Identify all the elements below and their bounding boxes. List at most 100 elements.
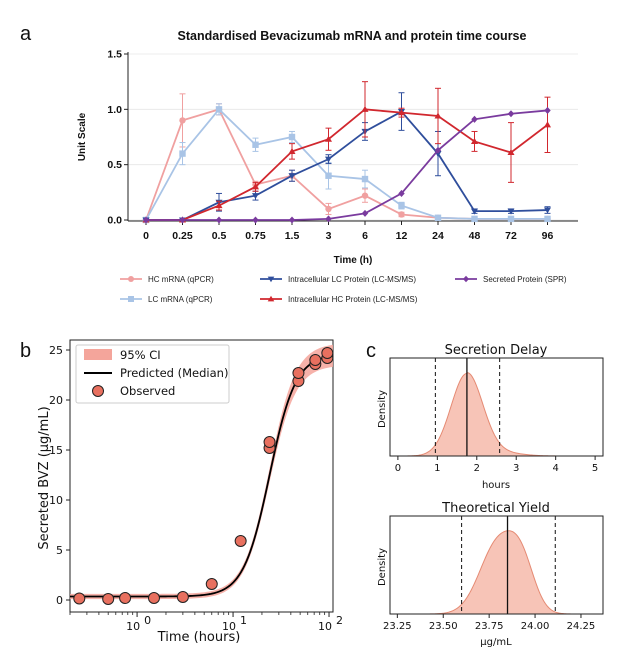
panel-a-legend-entry: Intracellular LC Protein (LC-MS/MS) [260, 275, 416, 284]
panel-a-legend-entry: Secreted Protein (SPR) [455, 275, 567, 284]
panel-c1-xtick-label: 1 [434, 463, 440, 474]
panel-a-series-2 [142, 92, 552, 224]
panel-a-series-line [146, 109, 548, 221]
panel-a-data-point [288, 147, 296, 154]
panel-b-frame [69, 339, 334, 613]
panel-b-observed-point [292, 367, 305, 379]
panel-c2-xtick-label: 24.00 [521, 621, 550, 632]
panel-b-median-line [70, 354, 334, 598]
panel-label-b: b [20, 340, 31, 362]
panel-a-xtick-label: 3 [326, 230, 332, 242]
panel-a-legend-label: LC mRNA (qPCR) [148, 295, 213, 304]
panel-c2-xtick-label: 23.75 [475, 621, 504, 632]
panel-a-data-point [434, 112, 442, 119]
panel-a-title: Standardised Bevacizumab mRNA and protei… [178, 29, 527, 43]
panel-a-xtick-label: 96 [542, 230, 554, 242]
panel-a-data-point [288, 133, 296, 141]
panel-a-data-point [507, 208, 515, 215]
panel-a-legend-marker [128, 296, 134, 302]
panel-a-data-point [324, 156, 333, 163]
panel-a-data-point [215, 216, 223, 224]
panel-b-xtick-exponent: 2 [336, 614, 343, 627]
panel-a-legend-label: Intracellular LC Protein (LC-MS/MS) [288, 275, 416, 284]
panel-b-ytick-label: 25 [49, 344, 63, 357]
panel-a-series-0 [142, 93, 551, 224]
panel-a-data-point [544, 106, 551, 114]
panel-a-series-4 [142, 106, 551, 224]
panel-a-legend-label: Secreted Protein (SPR) [483, 275, 567, 284]
panel-a-data-point [471, 115, 478, 123]
panel-b-xtick-label: 10 [126, 620, 140, 633]
panel-a-legend: HC mRNA (qPCR) LC mRNA (qPCR) Intracellula… [120, 275, 567, 304]
panel-b-ytick-label: 20 [49, 394, 63, 407]
panel-b-xtick-label: 10 [222, 620, 236, 633]
panel-a-data-point [325, 215, 332, 223]
panel-c2-xtick-label: 24.25 [567, 621, 596, 632]
panel-a-series-3 [142, 81, 552, 223]
panel-b-chart: 0 5 10 15 20 25 10 0 10 1 10 2 Time (hours) Secrete… [37, 339, 343, 645]
panel-a-data-point [252, 141, 259, 148]
panel-b-legend: 95% CI Predicted (Median) Observed [75, 344, 230, 404]
panel-c2-chart: Theoretical Yield 23.25 23.50 23.75 24.00 24… [377, 501, 604, 648]
panel-b-xlabel: Time (hours) [157, 630, 241, 645]
panel-c2-ylabel: Density [377, 548, 388, 586]
panel-a-data-point [215, 202, 223, 209]
panel-label-a: a [20, 23, 32, 45]
panel-a-legend-marker [267, 276, 275, 283]
panel-a-data-point [507, 215, 515, 223]
panel-a-data-point [543, 207, 552, 214]
panel-a-ytick-label: 0.0 [107, 215, 122, 227]
panel-b-observed-point [234, 535, 247, 547]
panel-c1-xlabel: hours [482, 480, 510, 491]
panel-c2-xtick-label: 23.50 [429, 621, 458, 632]
panel-a-data-point [398, 202, 405, 209]
panel-a-data-point [507, 148, 515, 156]
panel-a-data-point [142, 216, 150, 224]
panel-a-data-point [507, 110, 515, 118]
panel-a-data-point [251, 193, 260, 200]
panel-a-legend-label: Intracellular HC Protein (LC-MS/MS) [288, 295, 418, 304]
panel-b-legend-label: 95% CI [120, 348, 161, 362]
panel-b-observed-point [119, 592, 132, 604]
panel-b-ylabel: Secreted BVZ (μg/mL) [37, 406, 52, 549]
panel-c2-title: Theoretical Yield [441, 501, 550, 516]
panel-c1-xtick-label: 5 [592, 463, 598, 474]
panel-a-data-point [324, 135, 333, 142]
panel-c1-xtick-label: 0 [395, 463, 401, 474]
panel-a-ytick-label: 1.5 [107, 49, 122, 61]
panel-a-data-point [434, 214, 442, 221]
panel-a-xtick-label: 1.5 [285, 230, 300, 242]
panel-c2-density-area [390, 530, 603, 614]
panel-a-data-point [398, 211, 405, 218]
panel-a-data-point [434, 146, 442, 154]
panel-a-data-point [215, 106, 223, 113]
panel-a-series-line [146, 110, 548, 221]
panel-a-xtick-label: 48 [469, 230, 481, 242]
panel-a-legend-marker [267, 295, 275, 302]
panel-a-data-point [470, 208, 479, 215]
panel-a-chart: Standardised Bevacizumab mRNA and protei… [77, 29, 578, 304]
panel-c2-xlabel: μg/mL [480, 637, 512, 648]
panel-a-xtick-label: 0.5 [212, 230, 227, 242]
panel-b-legend-observed-marker [92, 385, 104, 397]
panel-a-xlabel: Time (h) [334, 255, 373, 266]
panel-b-ytick-label: 0 [56, 594, 63, 607]
panel-a-data-point [470, 137, 479, 144]
panel-b-observed-point [176, 591, 189, 603]
panel-c2-xtick-label: 23.25 [383, 621, 412, 632]
panel-a-data-point [179, 117, 186, 124]
panel-c1-xtick-label: 3 [513, 463, 519, 474]
panel-a-legend-marker [128, 276, 134, 282]
panel-b-xtick-exponent: 0 [144, 614, 151, 627]
panel-a-series-1 [142, 103, 551, 224]
panel-a-series-line [146, 108, 549, 221]
panel-a-data-point [361, 192, 369, 199]
panel-b-ci-band [70, 344, 333, 600]
panel-b-observed-point [73, 592, 86, 605]
panel-c1-density-area [390, 372, 603, 456]
panel-c1-chart: Secretion Delay 0 1 2 3 4 5 hours Density [377, 343, 604, 491]
panel-a-xtick-label: 0.25 [172, 230, 193, 242]
panel-b-observed-point [309, 354, 322, 366]
panel-a-series-line [145, 108, 548, 221]
